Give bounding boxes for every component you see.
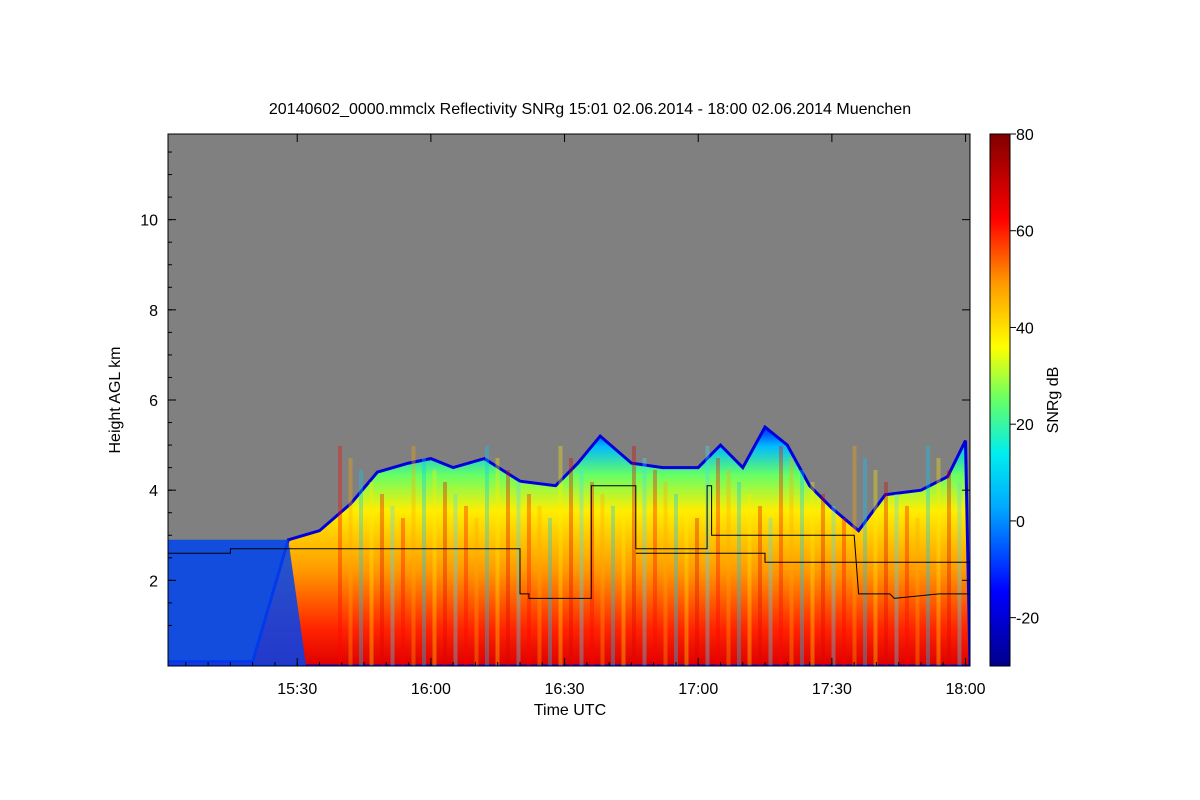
echo-streak	[936, 458, 941, 666]
echo-streak	[443, 482, 447, 666]
echo-streak	[821, 494, 825, 666]
echo-streak	[537, 506, 542, 666]
x-axis: 15:30 16:00 16:30 17:00 17:30 18:00	[185, 134, 986, 698]
echo-streak	[401, 518, 405, 666]
colorbar-label: SNRg dB	[1045, 367, 1062, 434]
x-tick-label: 16:30	[545, 681, 585, 698]
echo-streak	[611, 506, 615, 666]
echo-streak	[884, 482, 888, 666]
x-tick-label: 15:30	[277, 681, 317, 698]
echo-streak	[422, 458, 426, 666]
echo-streak	[863, 458, 867, 666]
echo-streak	[800, 470, 804, 666]
echo-streak	[747, 494, 752, 666]
echo-streak	[590, 482, 594, 666]
echo-streak	[600, 494, 605, 666]
echo-streak	[695, 518, 699, 666]
echo-streak	[380, 494, 384, 666]
echo-streak	[915, 518, 920, 666]
echo-streak	[411, 446, 416, 666]
echo-streak	[947, 470, 951, 666]
echo-streak	[768, 518, 773, 666]
echo-streak	[453, 494, 458, 666]
echo-streak	[842, 518, 846, 666]
echo-streak	[495, 458, 500, 666]
echo-streak	[716, 458, 720, 666]
echo-streaks	[338, 446, 962, 666]
echo-streak	[338, 446, 342, 666]
colorbar-tick-label: -20	[1016, 611, 1039, 628]
echo-streak	[569, 458, 573, 666]
colorbar-tick-label: 20	[1016, 417, 1034, 434]
echo-streak	[485, 446, 489, 666]
low-level-echo	[168, 539, 307, 666]
overlay-line	[168, 485, 970, 599]
y-tick-label: 2	[149, 573, 158, 590]
echo-streak	[621, 518, 626, 666]
echo-streak	[737, 482, 741, 666]
echo-streak	[348, 458, 353, 666]
echo-streak	[548, 518, 552, 666]
colorbar-tick-label: 60	[1016, 224, 1034, 241]
x-tick-label: 18:00	[946, 681, 986, 698]
echo-streak	[810, 482, 815, 666]
colorbar-axis: -20 0 20 40 60 80	[1010, 127, 1039, 628]
echo-streak	[642, 458, 647, 666]
echo-streak	[632, 446, 636, 666]
chart-title: 20140602_0000.mmclx Reflectivity SNRg 15…	[269, 101, 911, 118]
x-tick-label: 17:30	[812, 681, 852, 698]
y-axis-label: Height AGL km	[107, 346, 124, 453]
echo-streak	[506, 470, 510, 666]
echo-streak	[852, 446, 857, 666]
echo-streak	[831, 506, 836, 666]
y-tick-label: 4	[149, 483, 158, 500]
y-axis: 2 4 6 8 10	[140, 151, 970, 626]
x-tick-label: 16:00	[411, 681, 451, 698]
echo-streak	[432, 470, 437, 666]
echo-streak	[464, 506, 468, 666]
echo-streak	[663, 482, 668, 666]
x-axis-label: Time UTC	[534, 702, 606, 719]
echo-streak	[653, 470, 657, 666]
colorbar-tick-label: 80	[1016, 127, 1034, 144]
overlay-line-2	[635, 552, 970, 563]
y-tick-label: 8	[149, 303, 158, 320]
echo-streak	[894, 494, 899, 666]
plot-area	[168, 134, 970, 666]
echo-streak	[369, 482, 374, 666]
echo-streak	[390, 506, 395, 666]
echo-streak	[527, 494, 531, 666]
echo-streak	[779, 446, 783, 666]
echo-streak	[926, 446, 930, 666]
y-tick-label: 6	[149, 393, 158, 410]
x-tick-label: 17:00	[678, 681, 718, 698]
colorbar	[989, 133, 1011, 667]
echo-streak	[758, 506, 762, 666]
echo-streak	[873, 470, 878, 666]
colorbar-tick-label: 40	[1016, 320, 1034, 337]
echo-streak	[558, 446, 563, 666]
echo-streak	[359, 470, 363, 666]
echo-streak	[905, 506, 909, 666]
echo-streak	[579, 470, 584, 666]
echo-streak	[957, 482, 962, 666]
echo-streak	[516, 482, 521, 666]
echo-streak	[726, 470, 731, 666]
echo-streak	[674, 494, 678, 666]
echo-streak	[705, 446, 710, 666]
echo-streak	[684, 506, 689, 666]
echo-streak	[474, 518, 479, 666]
echo-region	[168, 424, 970, 666]
colorbar-tick-label: 0	[1016, 514, 1025, 531]
echo-streak	[789, 458, 794, 666]
y-tick-label: 10	[140, 213, 158, 230]
